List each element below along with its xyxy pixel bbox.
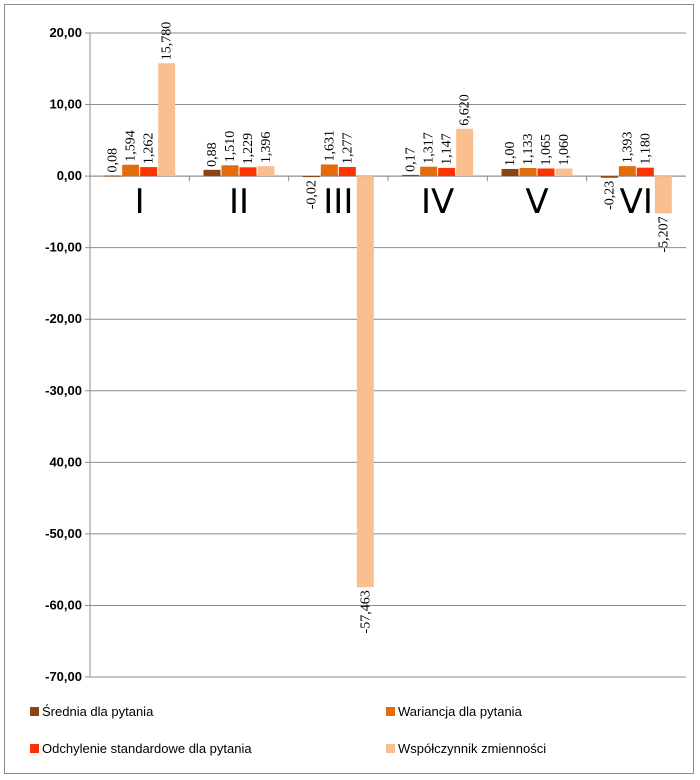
y-tick-label: 20,00	[49, 25, 82, 40]
y-tick-label: -20,00	[45, 311, 82, 326]
bar	[618, 166, 636, 177]
bar	[158, 63, 176, 177]
legend-label: Odchylenie standardowe dla pytania	[42, 741, 252, 756]
bar	[420, 166, 438, 177]
category-label: IV	[421, 182, 454, 222]
legend-label: Współczynnik zmienności	[398, 741, 546, 756]
data-label: 1,00	[503, 141, 518, 166]
bar	[257, 166, 275, 177]
legend-swatch	[386, 744, 395, 753]
data-label: 6,620	[458, 94, 473, 126]
bar	[600, 176, 618, 178]
data-label: 1,393	[620, 132, 635, 164]
data-label: 15,780	[160, 22, 175, 61]
y-tick-label: -50,00	[45, 526, 82, 541]
y-tick-label: 10,00	[49, 97, 82, 112]
bar	[555, 168, 573, 177]
category-label: II	[229, 182, 249, 222]
legend-swatch	[30, 744, 39, 753]
data-label: 1,133	[521, 134, 536, 166]
data-label: 1,396	[259, 132, 274, 164]
bar	[302, 176, 320, 178]
category-label: III	[323, 182, 353, 222]
data-label: 0,08	[106, 148, 121, 173]
chart-frame	[4, 4, 694, 774]
data-label: 0,17	[404, 147, 419, 172]
y-tick-label: 0,00	[57, 168, 82, 183]
bar	[320, 164, 338, 177]
bar	[654, 176, 672, 214]
data-label: 1,229	[241, 133, 256, 165]
bar	[438, 167, 456, 177]
category-label: V	[525, 182, 548, 222]
bar	[519, 168, 537, 177]
bar	[221, 165, 239, 177]
data-label: -57,463	[358, 590, 373, 633]
data-label: 0,88	[205, 142, 220, 167]
y-tick-label: 40,00	[49, 454, 82, 469]
y-tick-label: -30,00	[45, 383, 82, 398]
y-tick-label: -60,00	[45, 597, 82, 612]
data-label: 1,262	[142, 133, 157, 165]
data-label: -0,23	[602, 181, 617, 210]
legend-swatch	[30, 707, 39, 716]
data-label: 1,065	[539, 134, 554, 166]
bar	[456, 128, 474, 177]
bar	[239, 167, 257, 177]
data-label: -0,02	[304, 180, 319, 209]
y-tick-label: -70,00	[45, 669, 82, 684]
bar	[501, 168, 519, 177]
legend-swatch	[386, 707, 395, 716]
data-label: 1,060	[557, 134, 572, 166]
bar	[104, 175, 122, 177]
legend-label: Średnia dla pytania	[42, 704, 154, 719]
data-label: 1,631	[322, 130, 337, 162]
data-label: 1,594	[124, 130, 139, 162]
data-label: 1,147	[440, 133, 455, 165]
bar	[537, 168, 555, 177]
bar	[203, 169, 221, 177]
data-label: 1,510	[223, 131, 238, 163]
data-label: 1,317	[422, 132, 437, 164]
data-label: -5,207	[656, 216, 671, 252]
y-tick-label: -10,00	[45, 240, 82, 255]
category-label: I	[135, 182, 145, 222]
category-label: VI	[620, 182, 653, 222]
bar	[402, 174, 420, 177]
bar	[356, 176, 374, 588]
bar	[140, 167, 158, 177]
bar	[338, 166, 356, 177]
data-label: 1,277	[340, 132, 355, 164]
bar	[122, 164, 140, 177]
data-label: 1,180	[638, 133, 653, 165]
bar	[636, 167, 654, 177]
legend-label: Wariancja dla pytania	[398, 704, 523, 719]
